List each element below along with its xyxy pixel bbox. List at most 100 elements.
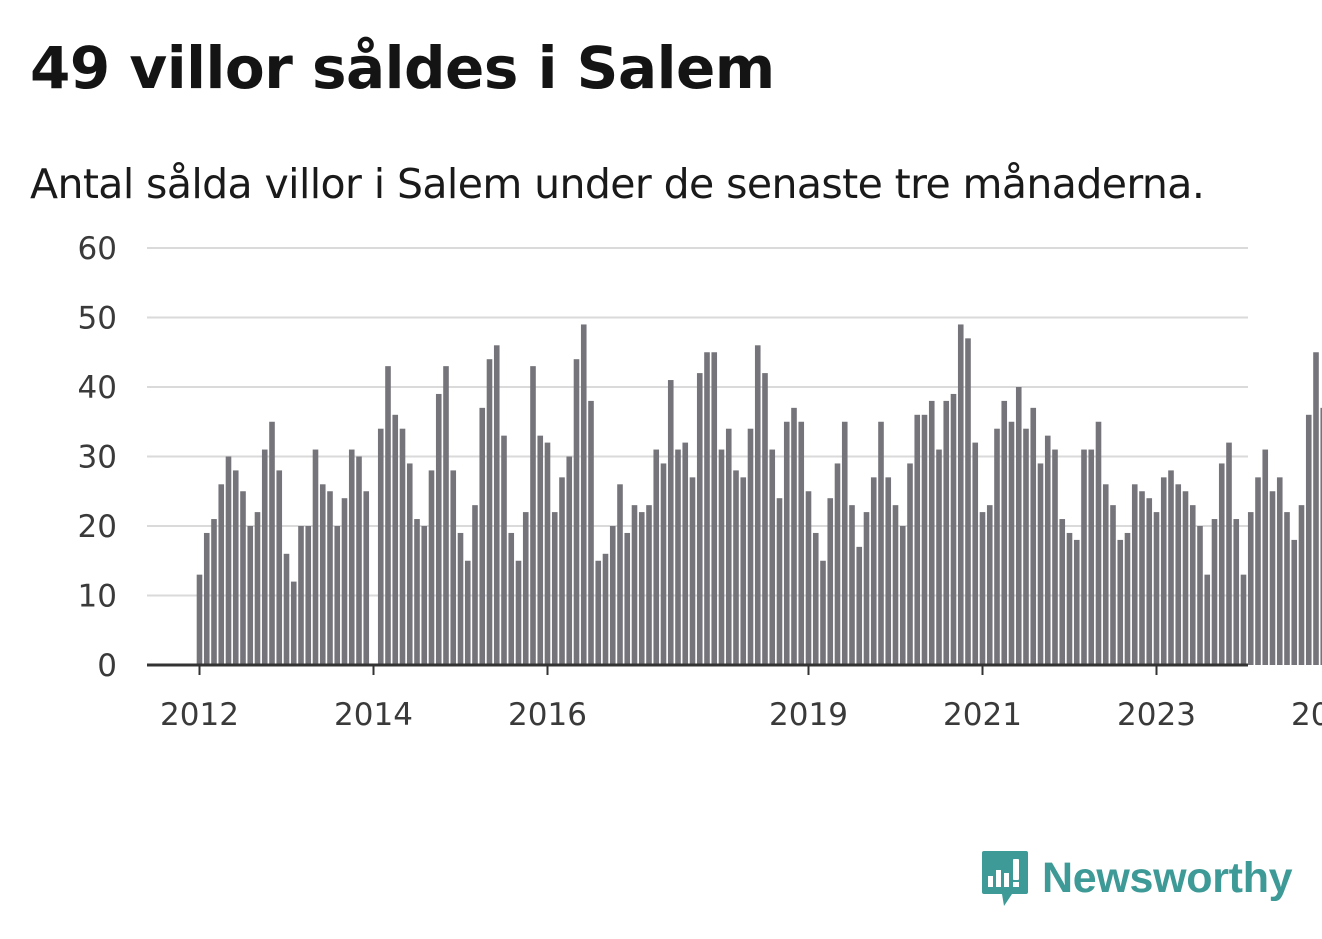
bar: [580, 324, 587, 665]
bar: [363, 491, 370, 665]
bar: [1291, 539, 1298, 665]
bar: [979, 512, 986, 665]
bar: [965, 338, 971, 665]
bar: [1037, 463, 1044, 665]
bar: [537, 435, 544, 665]
bar: [269, 421, 275, 665]
bar: [522, 512, 529, 665]
bar: [334, 526, 341, 665]
newsworthy-logo-icon: [982, 851, 1028, 906]
y-tick-label: 30: [78, 440, 117, 476]
bar: [1305, 414, 1312, 665]
bar: [798, 421, 805, 665]
bar: [617, 484, 623, 665]
bar: [1001, 400, 1008, 665]
bar: [827, 498, 834, 665]
bar: [1073, 539, 1080, 665]
bar: [1255, 477, 1261, 665]
bar: [240, 491, 246, 665]
bar: [298, 526, 304, 665]
bar: [921, 414, 928, 665]
bar: [211, 519, 217, 665]
bar: [1298, 505, 1305, 665]
bar: [472, 505, 478, 665]
bar: [907, 463, 913, 665]
bar: [1052, 449, 1058, 665]
bar: [1189, 505, 1196, 665]
bar: [1095, 421, 1102, 665]
bar: [530, 366, 536, 665]
bar: [566, 456, 573, 665]
bar: [1320, 407, 1322, 665]
bar: [443, 366, 449, 665]
bar: [1226, 442, 1232, 665]
y-tick-label: 60: [78, 231, 117, 267]
bar: [1182, 491, 1189, 665]
bar: [928, 400, 935, 665]
bar: [218, 484, 225, 665]
bar: [689, 477, 696, 665]
bar: [1066, 532, 1073, 665]
bar: [356, 456, 362, 665]
y-tick-label: 0: [97, 648, 117, 684]
y-tick-label: 40: [78, 370, 117, 406]
bar: [711, 352, 718, 665]
x-tick-label: 2025: [1291, 697, 1322, 733]
bar: [820, 560, 826, 665]
bar: [588, 400, 594, 665]
y-tick-label: 20: [78, 509, 117, 545]
bar: [1262, 449, 1269, 665]
bar: [667, 380, 674, 665]
bar: [849, 505, 855, 665]
bar: [1269, 491, 1276, 665]
bar: [914, 414, 921, 665]
bar: [261, 449, 268, 665]
bar: [834, 463, 841, 665]
bar: [1204, 574, 1211, 665]
bar: [899, 526, 906, 665]
bar: [1313, 352, 1319, 665]
bar: [1284, 512, 1290, 665]
bar: [805, 491, 812, 665]
bar: [747, 428, 754, 665]
chart-subtitle: Antal sålda villor i Salem under de sena…: [30, 160, 1205, 208]
bar: [1211, 519, 1218, 665]
bar: [377, 428, 384, 665]
bar: [1044, 435, 1051, 665]
bar: [740, 477, 747, 665]
bar: [421, 526, 428, 665]
bar: [769, 449, 776, 665]
bar: [595, 560, 602, 665]
bar: [341, 498, 348, 665]
bar: [812, 532, 819, 665]
bar: [464, 560, 471, 665]
bar: [870, 477, 877, 665]
bar: [863, 512, 870, 665]
bar: [1102, 484, 1109, 665]
bar: [414, 519, 420, 665]
bar: [283, 553, 290, 665]
bar: [573, 359, 580, 665]
bar: [1117, 539, 1124, 665]
brand-logo: Newsworthy: [980, 848, 1293, 908]
bar: [733, 470, 739, 665]
bar: [559, 477, 565, 665]
bar: [696, 373, 703, 665]
bar: [457, 532, 464, 665]
bar: [1276, 477, 1283, 665]
brand-name: Newsworthy: [1042, 853, 1293, 902]
bar: [276, 470, 283, 665]
bar: [1088, 449, 1095, 665]
x-axis-ticks: 2012 2014 2016 2019 2021 2023 2025: [160, 665, 1322, 733]
bar: [1008, 421, 1015, 665]
bar: [225, 456, 232, 665]
bar: [203, 532, 210, 665]
bar: [479, 407, 486, 665]
chart-title: 49 villor såldes i Salem: [30, 34, 775, 102]
bar: [1131, 484, 1138, 665]
bar: [254, 512, 261, 665]
bar: [638, 512, 645, 665]
bar: [885, 477, 892, 665]
bar: [675, 449, 681, 665]
bar: [631, 505, 638, 665]
